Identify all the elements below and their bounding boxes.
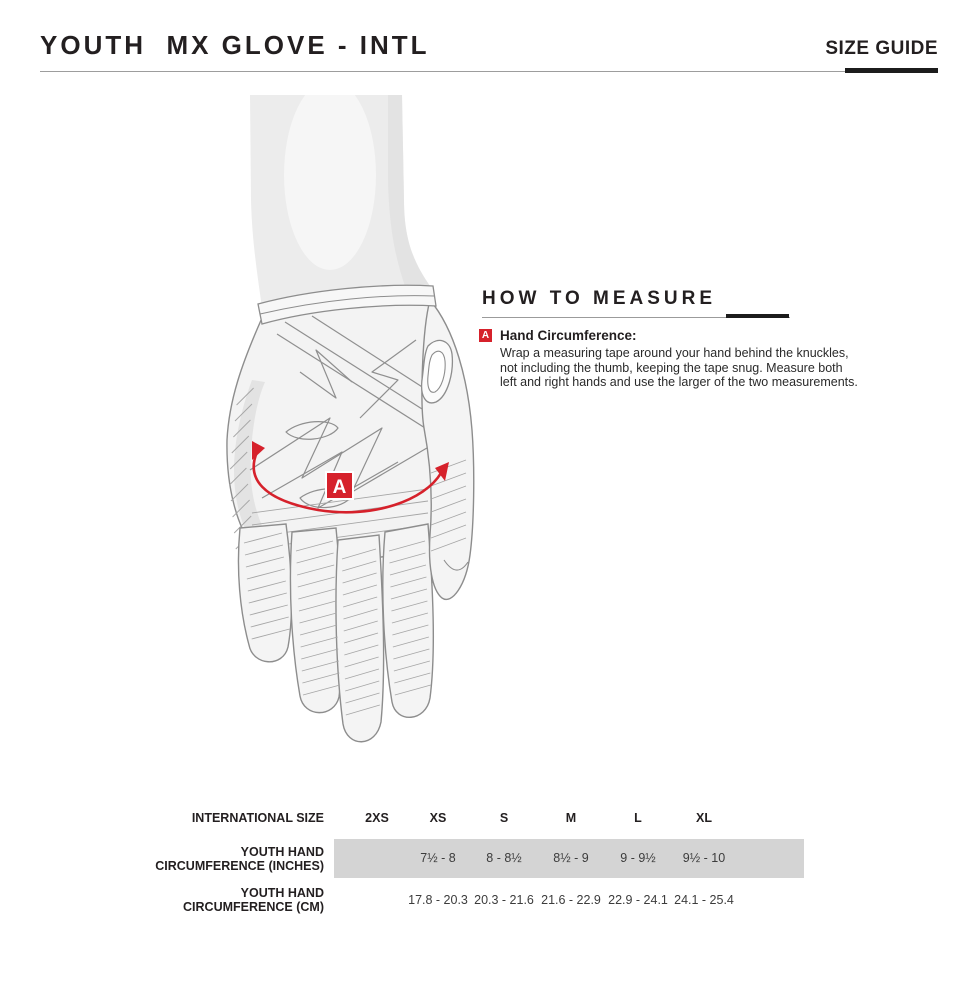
description-line: left and right hands and use the larger …	[500, 375, 858, 389]
size-column-header: XL	[696, 811, 712, 825]
size-column-header: 2XS	[365, 811, 389, 825]
how-to-measure-divider	[482, 317, 790, 318]
how-to-measure-divider-accent	[726, 314, 789, 318]
shaded-row-band	[334, 839, 804, 878]
size-value-cell: 8 - 8½	[486, 851, 522, 865]
header-divider-accent	[845, 68, 938, 73]
description-line: Wrap a measuring tape around your hand b…	[500, 346, 849, 360]
hand-circumference-title: Hand Circumference:	[500, 328, 637, 343]
hand-circumference-description: Wrap a measuring tape around your hand b…	[500, 346, 858, 390]
description-line: not including the thumb, keeping the tap…	[500, 360, 843, 375]
size-value-cell: 17.8 - 20.3	[408, 893, 468, 907]
glove-hand-graphic	[226, 289, 459, 560]
page-title: YOUTH MX GLOVE - INTL	[40, 30, 430, 60]
glove-cuff-graphic	[257, 284, 437, 325]
size-column-header: S	[499, 811, 509, 825]
marker-a-letter: A	[333, 477, 347, 498]
arm-graphic	[250, 80, 430, 308]
how-to-measure-heading: HOW TO MEASURE	[482, 288, 717, 309]
measurement-marker-a: A	[325, 471, 354, 500]
size-column-header: XS	[429, 811, 447, 825]
hand-circumference-marker: A	[479, 329, 492, 342]
table-header-label: INTERNATIONAL SIZE	[191, 811, 324, 825]
size-value-cell: 9½ - 10	[682, 851, 726, 865]
size-value-cell: 8½ - 9	[553, 851, 589, 865]
inches-row-label: YOUTH HAND CIRCUMFERENCE (INCHES)	[155, 844, 324, 873]
size-value-cell: 22.9 - 24.1	[608, 893, 668, 907]
size-column-header: L	[634, 811, 642, 825]
glove-thumb-graphic	[420, 298, 475, 601]
size-value-cell: 24.1 - 25.4	[674, 893, 734, 907]
size-value-cell: 9 - 9½	[620, 851, 656, 865]
measurement-arrow	[252, 441, 449, 514]
glove-fingers-graphic	[237, 523, 435, 743]
size-column-header: M	[565, 811, 577, 825]
cm-row-label: YOUTH HAND CIRCUMFERENCE (CM)	[183, 886, 324, 914]
header-divider	[40, 71, 938, 72]
size-value-cell: 7½ - 8	[420, 851, 456, 865]
size-guide-label: SIZE GUIDE	[825, 38, 938, 59]
size-value-cell: 20.3 - 21.6	[474, 893, 534, 907]
finger-hatch-lines	[243, 532, 431, 716]
size-value-cell: 21.6 - 22.9	[541, 893, 601, 907]
